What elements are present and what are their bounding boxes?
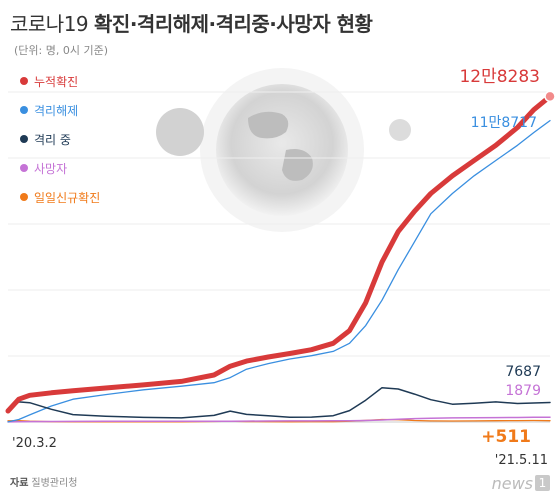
chart-title-prefix: 코로나19 [10,12,95,36]
legend-label: 격리 중 [34,132,71,147]
series-end-label-1: 11만8717 [471,115,537,131]
source-label: 자료 [10,478,29,489]
chart-lines [5,90,556,423]
series-end-label-3: 1879 [505,383,541,399]
chart-subtitle: (단위: 명, 0시 기준) [14,44,108,57]
series-end-label-4: +511 [481,427,531,447]
series-end-label-2: 7687 [505,364,541,380]
virus-small-2 [389,119,411,141]
legend-label: 사망자 [34,161,68,176]
series-end-marker [544,90,556,103]
x-axis-start-label: '20.3.2 [12,436,57,451]
virus-illustration [156,68,411,232]
chart-title: 코로나19 확진·격리해제·격리중·사망자 현황 [10,8,373,37]
series-line-2 [7,386,551,419]
logo-number: 1 [535,475,550,491]
legend-swatch [20,164,28,172]
legend-item-3: 사망자 [20,159,100,177]
globe-land [248,111,313,181]
virus-globe [216,84,348,216]
source-name: 질병관리청 [31,478,78,489]
news1-logo: news 1 [492,474,550,493]
chart-title-main: 확진·격리해제·격리중·사망자 현황 [94,12,373,36]
source-note: 자료 질병관리청 [10,474,77,489]
series-end-label-0: 12만8283 [459,67,540,87]
legend-label: 격리해제 [34,103,79,118]
series-line-0 [5,93,553,414]
legend-item-2: 격리 중 [20,130,100,148]
legend-swatch [20,135,28,143]
legend-item-1: 격리해제 [20,101,100,119]
legend-swatch [20,193,28,201]
legend-label: 일일신규확진 [34,190,101,205]
x-axis-end-label: '21.5.11 [495,453,548,468]
chart-end-labels: 12만8283 11만8717 7687 1879 +511 [459,67,541,447]
logo-text: news [491,474,533,493]
virus-small [156,108,204,156]
legend-swatch [20,106,28,114]
legend-item-0: 누적확진 [20,72,100,90]
series-line-3 [7,416,551,423]
legend-item-4: 일일신규확진 [20,188,100,206]
series-line-1 [7,119,551,423]
legend-label: 누적확진 [34,74,79,89]
legend-swatch [20,77,28,85]
